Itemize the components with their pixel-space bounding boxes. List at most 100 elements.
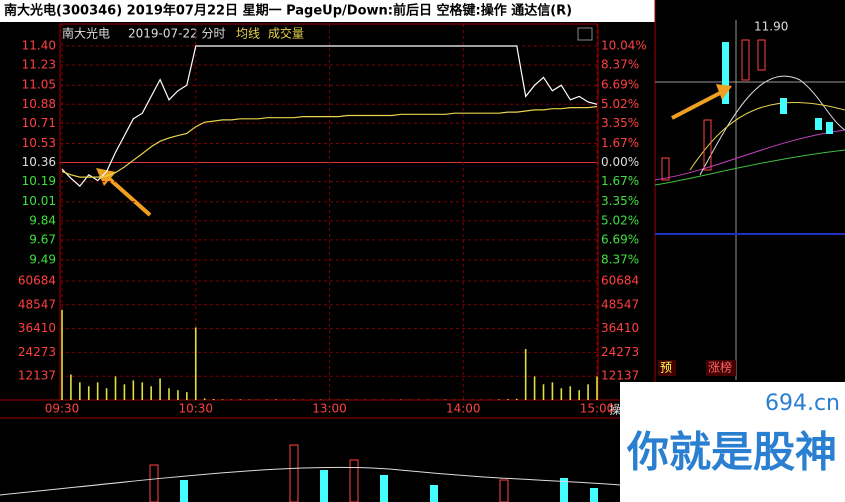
y-tick-label: 9.67 [29,232,56,246]
pct-label: 0.00% [601,155,639,169]
window-title: 南大光电(300346) 2019年07月22日 星期一 PageUp/Down… [4,3,572,19]
ma-line [654,129,845,181]
high-price: 11.90 [754,20,788,34]
tag-label: 预 [660,361,672,375]
pct-label: 6.69% [601,78,639,92]
pct-label: 5.02% [601,213,639,227]
volume-tick-label: 24273 [18,345,56,359]
tab-label[interactable]: 操 [609,402,621,417]
volume-bar [87,386,90,400]
legend-name: 南大光电 [62,26,110,41]
volume-bar [275,399,277,400]
ma-line [654,149,845,186]
volume-tick-label: 24273 [601,345,639,359]
volume-bar [61,309,63,400]
pct-label: 10.04% [601,39,647,53]
volume-tick-label: 48547 [18,297,56,311]
volume-tick-label: 36410 [601,321,639,335]
y-tick-label: 11.05 [22,78,56,92]
candle [703,119,712,171]
watermark-slogan: 你就是股神 [626,428,837,477]
pct-label: 3.35% [601,116,639,130]
ma-line [699,75,845,176]
volume-tick-label: 12137 [601,369,639,383]
pct-label: 1.67% [601,136,639,150]
legend-avg: 均线 [236,27,260,41]
volume-bar [79,382,81,400]
volume-bar [123,384,126,400]
volume-bar [168,388,170,400]
volume-bar [203,398,206,400]
candle [826,122,833,134]
y-tick-label: 10.88 [22,97,56,111]
y-tick-label: 10.53 [22,136,56,150]
candle [741,39,750,81]
volume-bar [542,384,545,400]
y-tick-label: 10.01 [22,194,56,208]
volume-bar [578,390,580,400]
x-tick-label: 09:30 [45,402,80,416]
watermark-box [620,382,845,502]
y-tick-label: 9.49 [29,253,56,267]
pct-label: 5.02% [601,97,639,111]
price-line [61,45,598,187]
candle [722,42,729,104]
volume-bar [159,378,161,400]
volume-bar [507,399,509,400]
volume-bar [70,374,72,400]
volume-bar [132,380,135,400]
indicator-bars [0,444,621,502]
pct-label: 8.37% [601,58,639,72]
x-tick-label: 10:30 [178,402,213,416]
volume-bar [105,388,108,400]
x-tick-label: 15:00 [580,402,615,416]
candle [815,118,822,130]
x-tick-label: 14:00 [446,402,481,416]
volume-bar [551,382,554,400]
pct-label: 3.35% [601,194,639,208]
tag [658,360,676,376]
volume-bar [141,382,144,400]
y-tick-label: 9.84 [29,213,56,227]
watermark-site: 694.cn [765,391,840,416]
title-bar [0,0,655,22]
x-tick-label: 13:00 [312,402,347,416]
tag-label: 涨榜 [708,360,732,375]
volume-tick-label: 48547 [601,297,639,311]
volume-bar [177,390,179,400]
volume-bar [524,349,527,400]
arrow [103,173,152,217]
volume-bar [212,399,215,400]
arrow [671,90,723,120]
volume-bar [150,386,152,400]
volume-bar [194,327,197,400]
volume-bar [186,392,188,400]
y-tick-label: 11.23 [22,58,56,72]
volume-tick-label: 36410 [18,321,56,335]
pct-label: 6.69% [601,232,639,246]
volume-bar [96,382,99,400]
volume-bar [221,399,224,400]
tag [706,360,736,376]
y-tick-label: 10.71 [22,116,56,130]
close-box[interactable] [577,27,593,41]
candle [757,39,766,71]
volume-bar [560,388,563,400]
volume-bar [239,399,242,400]
price-line [61,105,598,178]
candle [661,157,670,181]
volume-bar [587,384,589,400]
pct-label: 1.67% [601,174,639,188]
volume-tick-label: 12137 [18,369,56,383]
y-tick-label: 10.36 [22,155,56,169]
volume-bar [114,376,117,400]
volume-bar [533,376,536,400]
legend-volume: 成交量 [268,26,304,41]
volume-bar [569,386,572,400]
volume-bar [596,376,598,400]
y-tick-label: 10.19 [22,174,56,188]
arrow-head [96,168,116,186]
volume-bar [515,398,518,400]
arrow-head [716,84,732,100]
